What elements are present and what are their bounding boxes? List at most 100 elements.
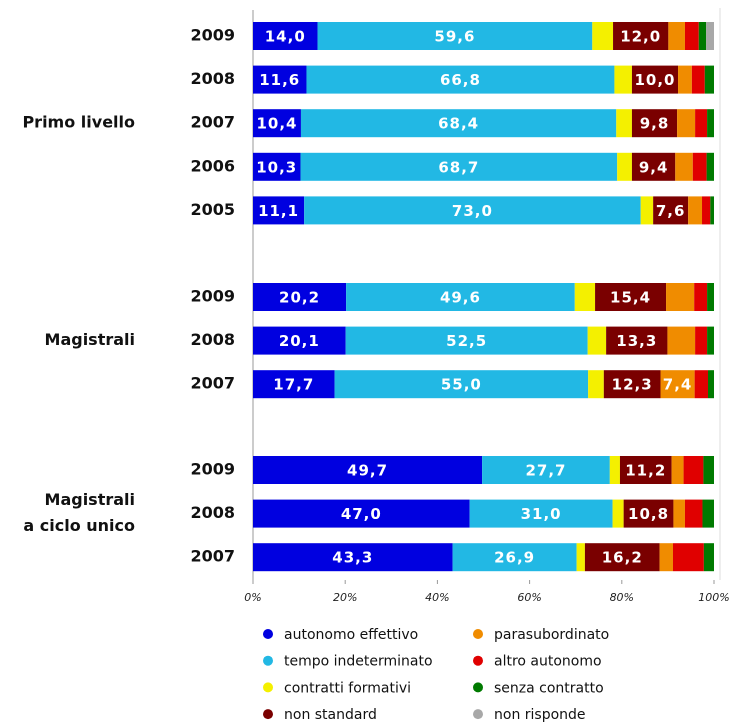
bar-segment [317,22,593,50]
bar-segment [612,499,624,528]
bar-segment [673,499,685,528]
legend-label: altro autonomo [494,654,602,670]
value-label: 59,6 [434,28,475,46]
value-label: 52,5 [446,332,487,350]
value-label: 14,0 [265,28,306,46]
bar-segment [253,109,301,138]
value-label: 16,2 [602,549,643,567]
bar-segment [684,499,703,528]
legend-marker [263,682,273,693]
bar-segment [694,370,709,399]
year-label: 2007 [190,113,235,132]
value-label: 66,8 [440,71,481,89]
x-tick-label: 60% [517,591,541,604]
value-label: 31,0 [521,505,562,523]
bar-segment [253,326,346,355]
bar-segment [253,196,305,225]
bar-segment [574,283,596,311]
value-label: 26,9 [494,549,535,567]
bar-segment [706,152,714,181]
bar-segment [587,326,607,355]
bar-segment [706,22,714,50]
bar-segment [684,22,699,50]
legend-marker [473,709,483,720]
year-label: 2009 [190,287,235,306]
legend-marker [473,629,483,639]
value-label: 20,1 [279,332,320,350]
bar-segment [698,22,707,50]
bar-segment [710,196,714,225]
bar-segment [707,326,714,355]
legend-marker [263,629,273,639]
bar-segment [469,499,613,528]
bar-segment [659,543,673,572]
value-label: 11,6 [259,71,300,89]
year-label: 2007 [190,374,235,393]
value-label: 17,7 [273,376,314,394]
value-label: 68,4 [438,115,479,133]
legend-label: parasubordinato [494,627,609,643]
x-tick-label: 0% [244,591,261,604]
bar-segment [300,109,617,138]
bar-segment [606,326,668,355]
bar-segment [671,456,684,484]
legend-marker [263,655,273,666]
value-label: 15,4 [610,289,651,307]
year-label: 2006 [190,156,235,175]
legend-marker [263,709,273,720]
value-label: 13,3 [616,332,657,350]
bar-segment [304,196,641,225]
year-label: 2007 [190,547,235,566]
value-label: 55,0 [441,376,482,394]
bar-segment [253,370,335,399]
bar-segment [668,22,685,50]
bar-segment [613,22,669,50]
value-label: 7,6 [656,202,686,220]
year-label: 2008 [190,330,235,349]
bar-segment [616,109,632,138]
year-label: 2009 [190,460,235,479]
value-label: 9,4 [639,158,669,176]
group-label: Primo livello [22,113,135,132]
value-label: 11,1 [258,202,299,220]
bar-segment [666,283,695,311]
bar-segment [253,22,318,50]
bar-segment [695,109,708,138]
bar-segment [692,152,707,181]
bar-segment [703,456,714,484]
bar-segment [675,152,693,181]
group-label: Magistrali [45,490,135,509]
value-label: 7,4 [663,376,693,394]
value-label: 10,4 [256,115,297,133]
bar-segment [482,456,610,484]
bar-segment [452,543,577,572]
value-label: 47,0 [341,505,382,523]
bar-segment [253,499,470,528]
value-label: 73,0 [452,202,493,220]
bar-segment [704,65,714,94]
legend-marker [473,682,483,693]
value-label: 12,3 [612,376,653,394]
bar-segment [631,152,676,181]
bar-segment [334,370,589,399]
x-tick-label: 80% [610,591,634,604]
value-label: 27,7 [525,462,566,480]
group-label: Magistrali [45,330,135,349]
value-label: 43,3 [332,549,373,567]
legend-label: autonomo effettivo [284,627,418,643]
bar-segment [707,109,714,138]
legend-marker [473,655,483,666]
value-label: 20,2 [279,289,320,307]
bar-segment [672,543,704,572]
legend-label: non risponde [494,707,586,723]
bar-segment [609,456,620,484]
bar-segment [603,370,661,399]
bar-segment [695,326,708,355]
bar-segment [576,543,585,572]
bar-segment [702,499,714,528]
x-tick-label: 20% [333,591,357,604]
bar-segment [584,543,660,572]
bar-segment [306,65,615,94]
bar-segment [300,152,618,181]
value-label: 49,6 [440,289,481,307]
